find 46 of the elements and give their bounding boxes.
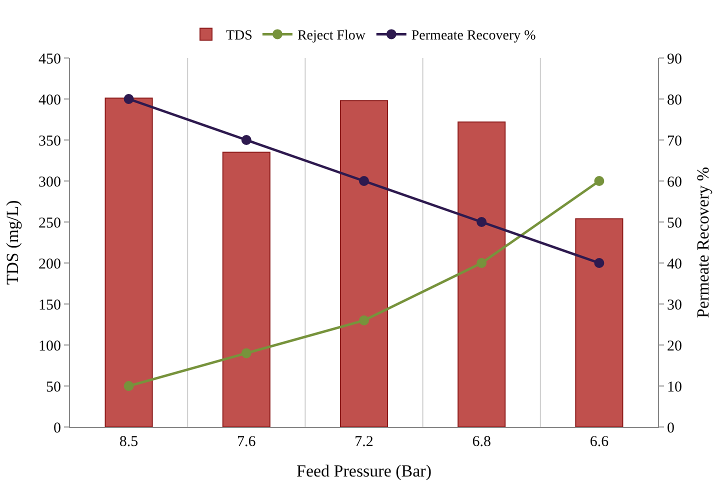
y2-axis-title: Permeate Recovery %	[693, 166, 712, 318]
point	[594, 258, 604, 268]
x-tick-label: 7.6	[237, 434, 256, 450]
y2-tick-label: 0	[667, 420, 674, 436]
bar	[104, 98, 153, 427]
y2-tick-label: 30	[667, 297, 682, 314]
y-tick-label: 250	[38, 215, 61, 232]
y-axis-title: TDS (mg/L)	[3, 200, 22, 285]
point	[359, 315, 369, 326]
y-tick-label: 300	[38, 174, 61, 190]
point	[476, 217, 487, 227]
y-tick-label: 100	[38, 338, 61, 354]
point	[476, 258, 487, 268]
y2-tick-label: 70	[667, 133, 682, 150]
point	[241, 348, 252, 358]
y-tick-label: 0	[54, 420, 61, 436]
y2-tick-label: 10	[667, 379, 682, 396]
bar	[575, 218, 624, 427]
x-tick-label: 6.6	[590, 434, 610, 450]
y2-tick-label: 40	[667, 256, 682, 272]
y2-tick-label: 80	[667, 92, 682, 108]
bar	[458, 121, 506, 427]
y-tick-label: 150	[38, 297, 61, 314]
x-tick-label: 6.8	[472, 434, 491, 450]
legend-label: Permeate Recovery %	[411, 28, 536, 44]
x-tick-label: 7.2	[354, 434, 374, 450]
y2-tick-label: 60	[667, 174, 682, 190]
y-tick-label: 200	[38, 256, 61, 272]
y-tick-label: 350	[38, 133, 61, 150]
legend-label: TDS	[226, 28, 252, 44]
y-tick-label: 400	[38, 92, 61, 108]
point	[359, 176, 369, 186]
point	[124, 94, 134, 104]
y-tick-label: 450	[38, 51, 61, 68]
x-tick-label: 8.5	[119, 434, 138, 450]
point	[124, 381, 134, 391]
point	[241, 135, 252, 145]
point	[594, 176, 604, 186]
y2-tick-label: 20	[667, 338, 682, 354]
y2-tick-label: 90	[667, 51, 682, 68]
x-axis-title: Feed Pressure (Bar)	[296, 461, 432, 480]
y-tick-label: 50	[46, 379, 61, 396]
bar	[222, 152, 270, 427]
y2-tick-label: 50	[667, 215, 682, 232]
legend-label: Reject Flow	[297, 28, 366, 44]
bar	[340, 100, 388, 427]
